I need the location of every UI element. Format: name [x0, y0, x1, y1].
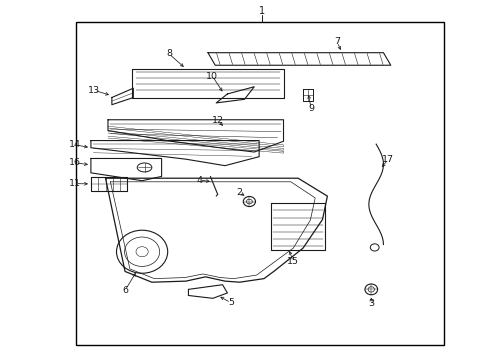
- Text: 9: 9: [307, 104, 314, 113]
- Text: 5: 5: [227, 298, 233, 307]
- Text: 15: 15: [286, 257, 299, 266]
- Text: 6: 6: [122, 286, 128, 295]
- Text: 13: 13: [88, 86, 100, 95]
- Text: 7: 7: [333, 37, 340, 46]
- Text: 4: 4: [196, 176, 202, 185]
- Text: 14: 14: [69, 140, 81, 149]
- Text: 1: 1: [258, 6, 264, 17]
- Text: 8: 8: [165, 49, 172, 58]
- Text: 17: 17: [382, 155, 393, 164]
- Text: 2: 2: [236, 188, 242, 197]
- Text: 11: 11: [69, 179, 81, 188]
- Text: 10: 10: [206, 72, 218, 81]
- Text: 12: 12: [212, 116, 224, 125]
- Bar: [76, 22, 444, 345]
- Text: 3: 3: [367, 299, 374, 308]
- Text: 16: 16: [69, 158, 81, 167]
